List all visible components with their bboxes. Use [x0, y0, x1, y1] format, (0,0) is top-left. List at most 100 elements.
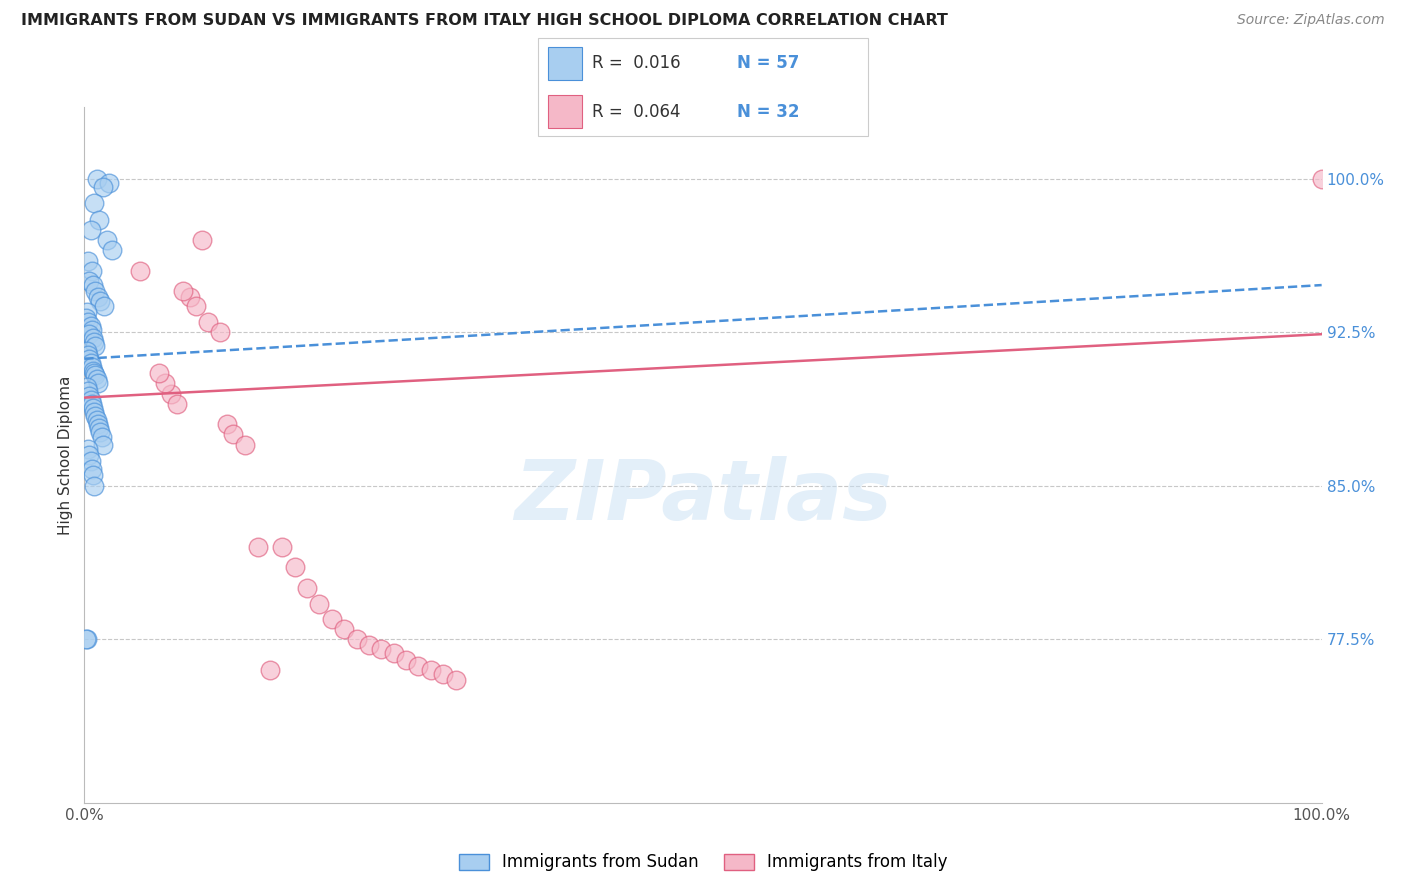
Point [75, 310, 97, 325]
Y-axis label: High School Diploma: High School Diploma [58, 376, 73, 534]
Point [79, 356, 101, 370]
Point [84, 284, 107, 298]
Point [209, 325, 232, 339]
Point [96, 233, 118, 247]
Point [79, 327, 101, 342]
Point [246, 540, 269, 554]
Point [408, 658, 430, 673]
Point [191, 233, 214, 247]
Point [80, 264, 103, 278]
Point [75, 632, 97, 646]
Point [89, 294, 111, 309]
Point [77, 315, 100, 329]
Point [90, 429, 112, 443]
Point [82, 401, 104, 415]
Point [80, 323, 103, 337]
Point [333, 622, 356, 636]
Point [82, 331, 104, 345]
Point [222, 427, 245, 442]
Point [79, 448, 101, 462]
Point [357, 638, 380, 652]
FancyBboxPatch shape [548, 47, 582, 79]
Point [153, 376, 176, 391]
Point [79, 351, 101, 366]
Point [79, 223, 101, 237]
Point [76, 380, 98, 394]
FancyBboxPatch shape [537, 37, 869, 136]
Text: ZIPatlas: ZIPatlas [515, 456, 891, 537]
Point [166, 397, 188, 411]
Point [77, 253, 100, 268]
Point [76, 343, 98, 358]
Point [148, 366, 170, 380]
Point [129, 264, 152, 278]
Point [233, 438, 256, 452]
Point [82, 278, 104, 293]
Point [382, 647, 405, 661]
Point [215, 417, 238, 432]
Point [89, 425, 111, 440]
Point [76, 304, 98, 318]
Point [86, 413, 108, 427]
Point [93, 299, 115, 313]
Point [432, 666, 454, 681]
Point [77, 384, 100, 399]
Point [79, 454, 101, 468]
Point [76, 632, 98, 646]
Point [77, 348, 100, 362]
Point [1310, 171, 1333, 186]
Point [346, 632, 368, 646]
Text: N = 57: N = 57 [737, 54, 799, 72]
Point [79, 388, 101, 402]
Point [84, 368, 107, 383]
Point [321, 612, 343, 626]
Point [87, 376, 110, 391]
Point [89, 421, 111, 435]
Point [79, 392, 101, 407]
Point [82, 364, 104, 378]
Text: N = 32: N = 32 [737, 103, 799, 120]
Point [160, 386, 183, 401]
Text: Source: ZipAtlas.com: Source: ZipAtlas.com [1237, 13, 1385, 28]
Point [197, 315, 219, 329]
Text: R =  0.016: R = 0.016 [592, 54, 681, 72]
Point [83, 366, 105, 380]
Text: IMMIGRANTS FROM SUDAN VS IMMIGRANTS FROM ITALY HIGH SCHOOL DIPLOMA CORRELATION C: IMMIGRANTS FROM SUDAN VS IMMIGRANTS FROM… [21, 13, 948, 29]
Point [83, 478, 105, 492]
Point [83, 335, 105, 350]
Point [98, 176, 121, 190]
Point [87, 417, 110, 432]
Legend: Immigrants from Sudan, Immigrants from Italy: Immigrants from Sudan, Immigrants from I… [451, 847, 955, 878]
Point [419, 663, 441, 677]
Point [79, 274, 101, 288]
Point [80, 397, 103, 411]
FancyBboxPatch shape [548, 95, 582, 128]
Point [179, 290, 201, 304]
Point [172, 284, 194, 298]
Point [89, 212, 111, 227]
Point [395, 652, 418, 666]
Point [87, 290, 110, 304]
Point [77, 442, 100, 456]
Point [80, 359, 103, 374]
Point [83, 405, 105, 419]
Point [295, 581, 318, 595]
Point [82, 468, 104, 483]
Point [444, 673, 467, 687]
Point [84, 339, 107, 353]
Point [308, 597, 330, 611]
Point [370, 642, 392, 657]
Point [79, 318, 101, 333]
Point [259, 663, 281, 677]
Point [80, 462, 103, 476]
Point [284, 560, 307, 574]
Text: R =  0.064: R = 0.064 [592, 103, 681, 120]
Point [91, 179, 114, 194]
Point [84, 409, 107, 423]
Point [91, 438, 114, 452]
Point [86, 171, 108, 186]
Point [83, 196, 105, 211]
Point [184, 299, 207, 313]
Point [86, 372, 108, 386]
Point [271, 540, 294, 554]
